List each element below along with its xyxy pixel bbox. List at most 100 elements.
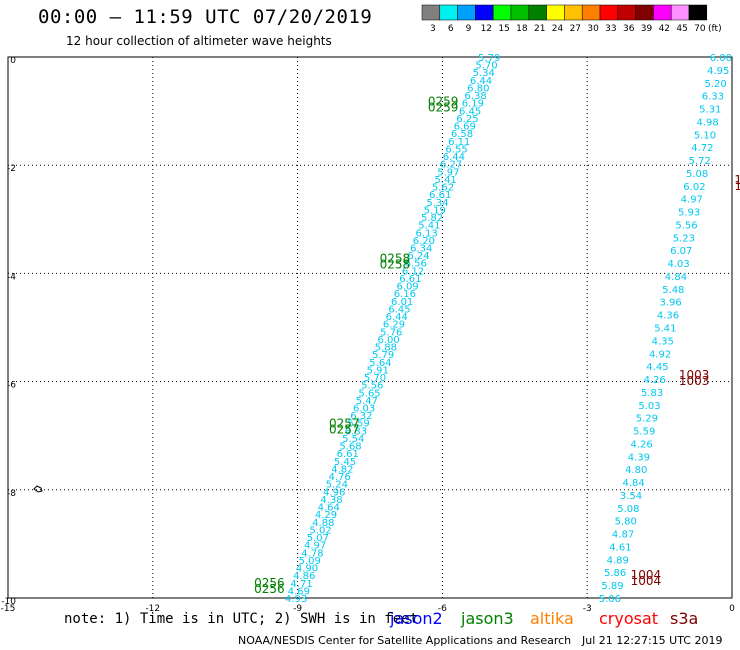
wave-height-label: 6.33 bbox=[702, 92, 724, 103]
wave-height-label: 6.44 bbox=[443, 152, 465, 163]
wave-height-label: 4.93 bbox=[285, 594, 307, 605]
wave-height-label: 5.31 bbox=[699, 105, 721, 116]
wave-height-label: 4.82 bbox=[331, 464, 353, 475]
wave-height-label: 4.89 bbox=[607, 555, 629, 566]
colorbar-tick-label: 70 bbox=[694, 24, 706, 34]
wave-height-label: 5.91 bbox=[367, 365, 389, 376]
wave-height-label: 5.86 bbox=[604, 568, 626, 579]
wave-height-label: 5.41 bbox=[435, 175, 457, 186]
wave-height-label: 6.12 bbox=[402, 266, 424, 277]
wave-height-label: 4.92 bbox=[649, 349, 671, 360]
colorbar-swatch bbox=[439, 4, 458, 21]
pass-time-text: 0257 bbox=[329, 417, 360, 431]
wave-height-label: 6.69 bbox=[454, 122, 476, 133]
pass-time-text: 1004 bbox=[631, 574, 662, 588]
wave-height-label: 5.10 bbox=[694, 130, 716, 141]
map-axes: -15 -12 -9 -6 -3 0 0 -2 -4 -6 -8 -10 bbox=[1, 56, 735, 614]
wave-height-label: 5.56 bbox=[361, 381, 383, 392]
pass-time-text: 0256 bbox=[254, 582, 285, 596]
colorbar-swatch bbox=[421, 4, 441, 21]
wave-height-label: 5.23 bbox=[673, 233, 695, 244]
wave-height-label: 5.59 bbox=[633, 427, 655, 438]
colorbar-unit-label: (ft) bbox=[708, 24, 722, 34]
footer-note: note: 1) Time is in UTC; 2) SWH is in fe… bbox=[64, 611, 419, 627]
colorbar-tick-label: 21 bbox=[534, 24, 545, 34]
wave-height-label: 5.48 bbox=[662, 285, 684, 296]
x-tick-label: -6 bbox=[438, 604, 447, 614]
pass-time-text: 1 bbox=[734, 173, 740, 187]
wave-height-label: 6.03 bbox=[353, 404, 375, 415]
wave-height-label: 6.01 bbox=[391, 297, 413, 308]
colorbar-swatch bbox=[635, 4, 654, 21]
wave-height-label: 5.06 bbox=[599, 594, 621, 605]
wave-height-label: 6.33 bbox=[345, 426, 367, 437]
wave-height-label: 4.36 bbox=[657, 311, 679, 322]
y-tick-label: -6 bbox=[7, 381, 16, 391]
colorbar-swatch bbox=[581, 4, 601, 21]
wave-height-label: 4.69 bbox=[288, 586, 310, 597]
x-tick-label: 0 bbox=[729, 604, 735, 614]
wave-height-label: 4.35 bbox=[652, 336, 674, 347]
wave-height-label: 4.84 bbox=[665, 272, 687, 283]
mission-cryosat: cryosat bbox=[599, 609, 659, 628]
wave-height-label: 5.47 bbox=[356, 396, 378, 407]
pass-time-text: 1003 bbox=[679, 374, 710, 388]
footer-credit: NOAA/NESDIS Center for Satellite Applica… bbox=[238, 634, 572, 647]
wave-height-label: 6.45 bbox=[459, 106, 481, 117]
wave-height-label: 3.54 bbox=[620, 491, 642, 502]
wave-height-label: 5.65 bbox=[358, 388, 380, 399]
wave-height-label: 6.61 bbox=[337, 449, 359, 460]
colorbar-tick-label: 30 bbox=[587, 24, 599, 34]
colorbar-tick-label: 3 bbox=[430, 24, 436, 34]
wave-height-label: 5.80 bbox=[615, 517, 637, 528]
wave-height-label: 5.72 bbox=[689, 156, 711, 167]
colorbar-tick-label: 33 bbox=[605, 24, 616, 34]
wave-height-label: 6.58 bbox=[451, 129, 473, 140]
altimeter-tracks: 5.795.705.346.446.806.386.196.456.256.69… bbox=[285, 53, 732, 605]
wave-height-label: 5.07 bbox=[307, 533, 329, 544]
wave-height-label: 5.70 bbox=[475, 61, 497, 72]
wave-height-label: 4.90 bbox=[296, 564, 318, 575]
wave-height-label: 4.03 bbox=[667, 259, 689, 270]
x-tick-label: -12 bbox=[145, 604, 160, 614]
island-outline bbox=[33, 485, 43, 493]
wave-height-label: 5.97 bbox=[437, 167, 459, 178]
wave-height-label: 6.27 bbox=[440, 160, 462, 171]
wave-height-label: 6.44 bbox=[386, 312, 408, 323]
wave-height-label: 6.07 bbox=[670, 246, 692, 257]
wave-height-label: 3.96 bbox=[660, 298, 682, 309]
wave-height-label: 6.24 bbox=[407, 251, 429, 262]
colorbar-swatch bbox=[688, 4, 708, 21]
colorbar-tick-label: 18 bbox=[516, 24, 528, 34]
wave-height-label: 6.34 bbox=[410, 243, 432, 254]
wave-height-label: 6.56 bbox=[405, 259, 427, 270]
y-tick-label: 0 bbox=[10, 56, 16, 66]
wave-height-label: 5.93 bbox=[678, 208, 700, 219]
colorbar-swatch bbox=[510, 4, 530, 21]
wave-height-label: 5.79 bbox=[372, 350, 394, 361]
wave-height-label: 4.95 bbox=[707, 66, 729, 77]
wave-height-label: 4.38 bbox=[320, 495, 342, 506]
wave-height-label: 5.24 bbox=[326, 480, 348, 491]
colorbar-swatch bbox=[617, 4, 636, 21]
wave-height-label: 6.61 bbox=[399, 274, 421, 285]
colorbar-tick-label: 45 bbox=[676, 24, 687, 34]
wave-height-label: 5.02 bbox=[309, 525, 331, 536]
colorbar-tick-label: 27 bbox=[570, 24, 581, 34]
mission-s3a: s3a bbox=[670, 609, 699, 628]
colorbar-tick-label: 39 bbox=[641, 24, 653, 34]
map-grid bbox=[8, 57, 732, 598]
footer-timestamp: Jul 21 12:27:15 UTC 2019 bbox=[582, 634, 723, 647]
colorbar-swatch bbox=[492, 4, 512, 21]
pass-time-text: 0256 bbox=[254, 576, 285, 590]
wave-height-label: 5.29 bbox=[636, 414, 658, 425]
wave-height-label: 4.97 bbox=[304, 541, 326, 552]
pass-time-text: 0258 bbox=[380, 252, 411, 266]
x-tick-label: -15 bbox=[1, 604, 16, 614]
pass-time-text: 1 bbox=[734, 179, 740, 193]
